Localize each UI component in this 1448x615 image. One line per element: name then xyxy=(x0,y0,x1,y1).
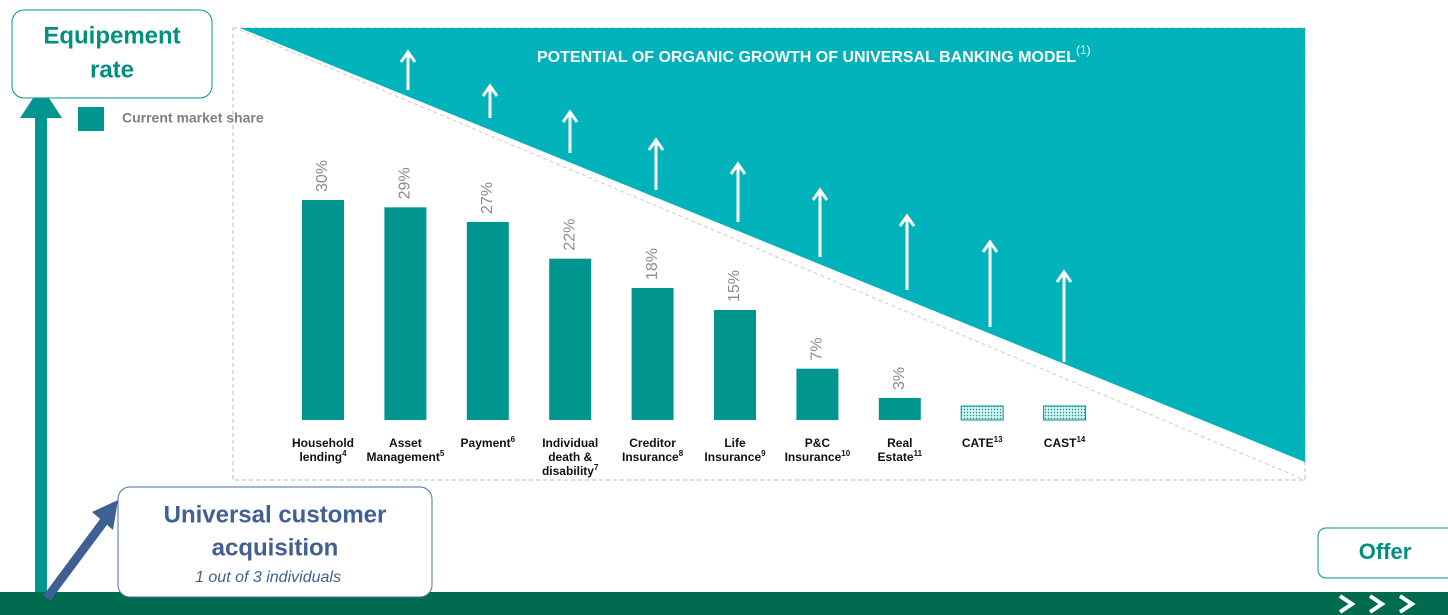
growth-arrow-head xyxy=(898,213,916,227)
category-note: 10 xyxy=(841,449,850,458)
bar xyxy=(631,288,674,420)
category-line: CATE xyxy=(962,436,994,450)
bar xyxy=(796,368,839,420)
bars: 30% Household lending4 29% Asset Management5 2… xyxy=(292,160,1087,478)
category-note: 6 xyxy=(511,435,516,444)
annotation-subtitle: 1 out of 3 individuals xyxy=(195,569,341,586)
y-label-box xyxy=(11,9,213,99)
category-line: Insurance xyxy=(785,450,842,464)
category-label: Individual death & disability7 xyxy=(542,436,599,478)
category-line: Insurance xyxy=(622,450,679,464)
bar xyxy=(384,207,427,420)
category-note: 5 xyxy=(440,449,445,458)
value-label: 29% xyxy=(397,167,414,199)
growth-arrows xyxy=(399,49,1073,362)
bar xyxy=(466,222,509,420)
growth-triangle xyxy=(240,28,1305,462)
growth-arrow-head xyxy=(481,83,499,97)
category-note: 13 xyxy=(994,435,1003,444)
category-line: Creditor xyxy=(629,436,676,450)
title-note: (1) xyxy=(1076,43,1091,57)
category-line: Asset xyxy=(389,436,422,450)
category-note: 4 xyxy=(342,449,347,458)
growth-arrow-head xyxy=(811,187,829,201)
growth-arrow-head xyxy=(399,49,417,63)
value-label: 30% xyxy=(314,160,331,192)
y-axis xyxy=(35,112,47,615)
category-line: Real xyxy=(887,436,912,450)
legend-label: Current market share xyxy=(122,110,264,126)
category-note: 8 xyxy=(679,449,684,458)
y-axis-label: rate xyxy=(90,56,134,83)
x-axis-chevrons xyxy=(1338,594,1416,614)
value-label: 7% xyxy=(809,338,826,361)
placeholder-bar xyxy=(960,405,1004,421)
category-line: disability xyxy=(542,464,594,478)
annotation-title: Universal customer xyxy=(164,501,387,528)
value-label: 15% xyxy=(726,270,743,302)
category-line: death & xyxy=(548,450,592,464)
bar xyxy=(302,200,344,420)
acquisition-arrow xyxy=(43,517,109,601)
category-label: Real Estate11 xyxy=(878,436,923,464)
category-note: 7 xyxy=(594,463,599,472)
category-line: Life xyxy=(724,436,746,450)
category-note: 11 xyxy=(914,449,923,458)
placeholder-bar xyxy=(1043,405,1087,421)
value-label: 18% xyxy=(644,248,661,280)
category-label: CAST14 xyxy=(1044,435,1086,450)
diagonal xyxy=(239,29,1306,481)
growth-arrow-head xyxy=(729,161,747,175)
title-text: POTENTIAL OF ORGANIC GROWTH OF UNIVERSAL… xyxy=(537,49,1076,66)
x-axis-label: Offer xyxy=(1359,539,1412,564)
category-line: Payment xyxy=(461,436,511,450)
category-line: lending xyxy=(299,450,342,464)
bar xyxy=(878,398,921,420)
value-label: 22% xyxy=(561,219,578,251)
category-line: CAST xyxy=(1044,436,1077,450)
category-line: P&C xyxy=(805,436,831,450)
category-line: Household xyxy=(292,436,354,450)
annotation-box xyxy=(117,486,433,598)
category-label: P&C Insurance10 xyxy=(785,436,851,464)
growth-arrow-head xyxy=(561,109,579,123)
category-label: Payment6 xyxy=(461,435,516,450)
value-label: 27% xyxy=(479,182,496,214)
category-line: Individual xyxy=(542,436,598,450)
category-label: Creditor Insurance8 xyxy=(622,436,684,464)
growth-arrow-head xyxy=(981,239,999,253)
category-line: Management xyxy=(366,450,439,464)
category-label: Asset Management5 xyxy=(366,436,444,464)
category-label: CATE13 xyxy=(962,435,1003,450)
value-label: 3% xyxy=(891,367,908,390)
x-label-box xyxy=(1317,527,1448,579)
y-axis-label: Equipement xyxy=(43,22,180,49)
category-label: Life Insurance9 xyxy=(704,436,766,464)
category-label: Household lending4 xyxy=(292,436,354,464)
category-note: 9 xyxy=(761,449,766,458)
growth-arrow-head xyxy=(647,137,665,151)
title: POTENTIAL OF ORGANIC GROWTH OF UNIVERSAL… xyxy=(537,43,1091,66)
legend-swatch xyxy=(78,107,104,131)
category-line: Insurance xyxy=(704,450,761,464)
bar xyxy=(714,310,756,420)
x-axis xyxy=(0,592,1448,615)
growth-arrow-head xyxy=(1055,269,1073,283)
category-line: Estate xyxy=(878,450,914,464)
category-note: 14 xyxy=(1076,435,1085,444)
y-axis-head xyxy=(20,86,62,118)
annotation-title: acquisition xyxy=(212,534,339,561)
bar xyxy=(549,258,592,420)
acquisition-arrow-head xyxy=(92,500,118,530)
